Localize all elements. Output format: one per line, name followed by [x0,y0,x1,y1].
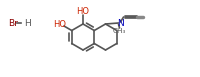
Text: Br: Br [8,18,18,27]
Text: H: H [24,18,31,27]
Text: CH₃: CH₃ [113,28,126,34]
Text: HO: HO [53,19,66,28]
Text: HO: HO [77,7,90,16]
Text: N: N [117,18,123,27]
